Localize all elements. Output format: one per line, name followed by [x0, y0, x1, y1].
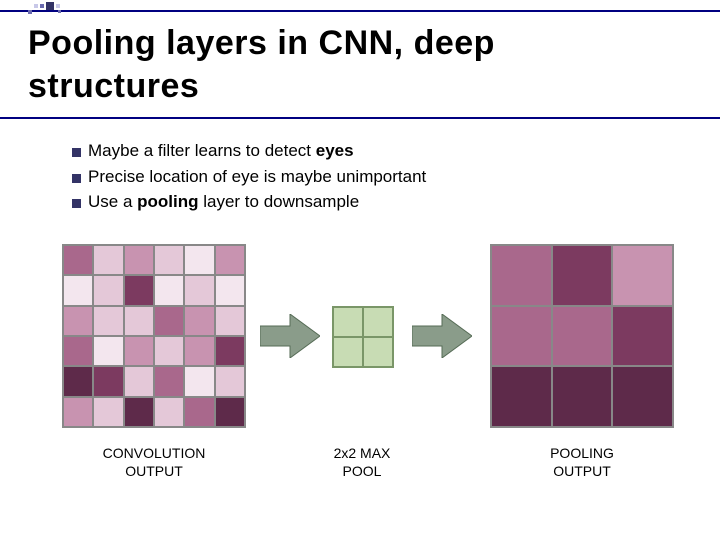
bullet-square-icon — [72, 199, 81, 208]
grid-cell — [93, 306, 123, 336]
grid-cell — [215, 397, 245, 427]
grid-cell — [184, 366, 214, 396]
grid-cell — [124, 245, 154, 275]
grid-cell — [154, 366, 184, 396]
grid-cell — [491, 366, 552, 427]
grid-cell — [124, 275, 154, 305]
grid-cell — [363, 307, 393, 337]
grid-cell — [184, 336, 214, 366]
convolution-output-grid — [62, 244, 246, 428]
grid-cell — [215, 275, 245, 305]
grid-cell — [124, 366, 154, 396]
bullet-item: Use a pooling layer to downsample — [72, 189, 426, 215]
slide-title: Pooling layers in CNN, deep structures — [28, 22, 495, 107]
grid-cell — [154, 275, 184, 305]
grid-cell — [124, 336, 154, 366]
deco-square — [58, 10, 61, 13]
grid-cell — [491, 245, 552, 306]
header-rule — [0, 10, 720, 12]
bullet-square-icon — [72, 148, 81, 157]
bullet-item: Precise location of eye is maybe unimpor… — [72, 164, 426, 190]
grid-cell — [552, 245, 613, 306]
caption-convolution: CONVOLUTIONOUTPUT — [62, 444, 246, 480]
bullet-square-icon — [72, 174, 81, 183]
grid-cell — [552, 306, 613, 367]
grid-cell — [333, 307, 363, 337]
grid-cell — [491, 306, 552, 367]
title-line-1: Pooling layers in CNN, deep — [28, 22, 495, 65]
bullet-item: Maybe a filter learns to detect eyes — [72, 138, 426, 164]
grid-cell — [184, 306, 214, 336]
grid-cell — [93, 275, 123, 305]
grid-cell — [612, 366, 673, 427]
bullet-list: Maybe a filter learns to detect eyesPrec… — [72, 138, 426, 215]
arrow-2 — [412, 314, 472, 358]
grid-cell — [63, 306, 93, 336]
arrow-1 — [260, 314, 320, 358]
bullet-text: Maybe a filter learns to detect eyes — [88, 138, 354, 164]
grid-cell — [63, 245, 93, 275]
grid-cell — [333, 337, 363, 367]
grid-cell — [612, 306, 673, 367]
grid-cell — [215, 366, 245, 396]
grid-cell — [93, 366, 123, 396]
caption-pool: 2x2 MAXPOOL — [300, 444, 424, 480]
grid-cell — [215, 245, 245, 275]
grid-cell — [124, 306, 154, 336]
grid-cell — [612, 245, 673, 306]
bullet-text: Precise location of eye is maybe unimpor… — [88, 164, 426, 190]
title-underline — [0, 117, 720, 119]
grid-cell — [93, 336, 123, 366]
grid-cell — [552, 366, 613, 427]
grid-cell — [184, 275, 214, 305]
deco-square — [46, 2, 54, 10]
deco-square — [28, 10, 32, 14]
title-line-2: structures — [28, 65, 495, 108]
deco-square — [40, 4, 44, 8]
grid-cell — [93, 397, 123, 427]
grid-cell — [63, 397, 93, 427]
bullet-text: Use a pooling layer to downsample — [88, 189, 359, 215]
grid-cell — [63, 366, 93, 396]
grid-cell — [363, 337, 393, 367]
grid-cell — [184, 397, 214, 427]
grid-cell — [124, 397, 154, 427]
pooling-output-grid — [490, 244, 674, 428]
grid-cell — [154, 306, 184, 336]
grid-cell — [154, 397, 184, 427]
grid-cell — [93, 245, 123, 275]
grid-cell — [154, 336, 184, 366]
pool-window-grid — [332, 306, 394, 368]
caption-output: POOLINGOUTPUT — [490, 444, 674, 480]
grid-cell — [63, 275, 93, 305]
grid-cell — [63, 336, 93, 366]
grid-cell — [215, 306, 245, 336]
grid-cell — [154, 245, 184, 275]
deco-square — [56, 4, 60, 8]
grid-cell — [215, 336, 245, 366]
grid-cell — [184, 245, 214, 275]
deco-square — [34, 4, 38, 8]
